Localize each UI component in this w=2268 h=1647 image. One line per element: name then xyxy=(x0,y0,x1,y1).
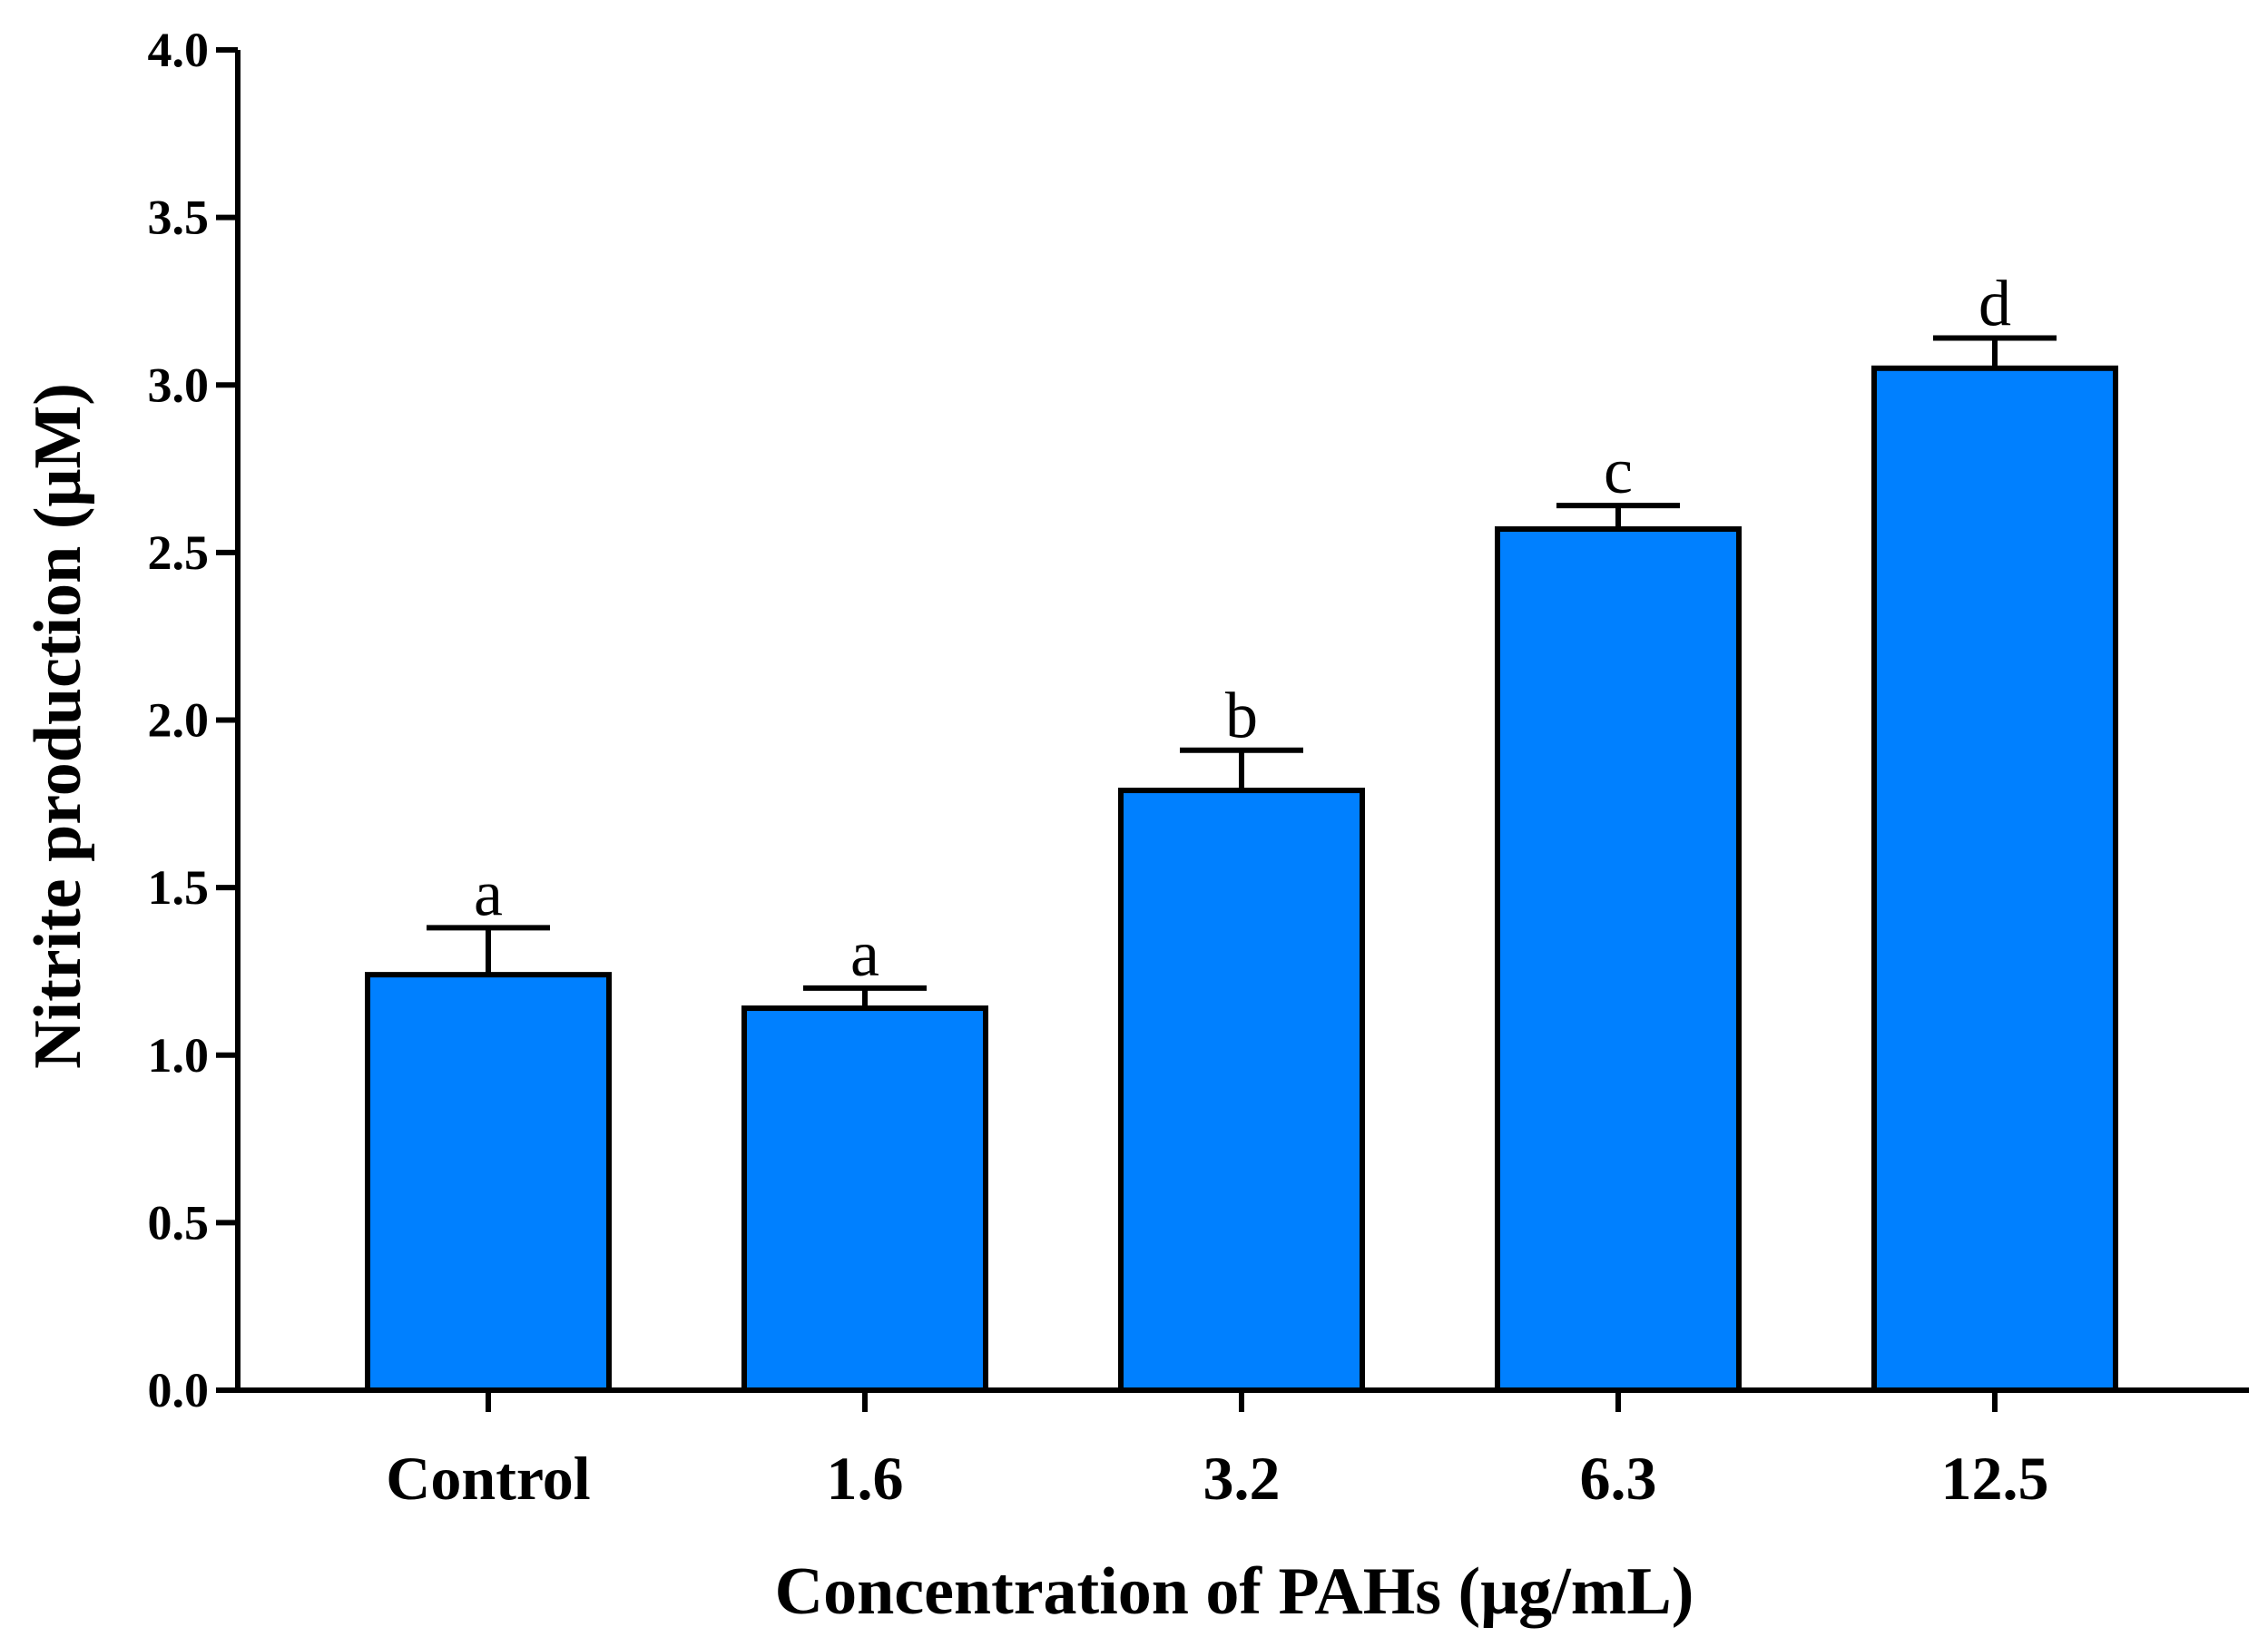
y-tick-label: 2.0 xyxy=(148,693,210,748)
significance-letter: b xyxy=(1225,680,1258,752)
bar xyxy=(1871,365,2118,1394)
significance-letter: a xyxy=(474,857,503,929)
x-axis-title: Concentration of PAHs (μg/mL) xyxy=(775,1554,1694,1629)
y-tick-label: 0.5 xyxy=(148,1195,210,1250)
bar xyxy=(1118,788,1365,1393)
bar xyxy=(1495,526,1742,1393)
bar xyxy=(741,1005,988,1394)
x-tick-label: 6.3 xyxy=(1580,1444,1657,1513)
y-tick-label: 1.0 xyxy=(148,1028,210,1083)
bar xyxy=(365,972,612,1393)
x-tick-label: 1.6 xyxy=(827,1444,904,1513)
significance-letter: d xyxy=(1978,268,2011,340)
y-tick-label: 0.0 xyxy=(148,1363,210,1417)
y-tick-label: 2.5 xyxy=(148,525,210,580)
x-tick-label: 3.2 xyxy=(1203,1444,1281,1513)
y-tick-label: 4.0 xyxy=(148,23,210,77)
y-tick-label: 3.5 xyxy=(148,191,210,245)
x-tick-label: 12.5 xyxy=(1941,1444,2049,1513)
significance-letter: a xyxy=(850,917,879,990)
y-tick-label: 3.0 xyxy=(148,358,210,412)
y-axis-title: Nitrite production (μM) xyxy=(21,383,95,1069)
y-tick-label: 1.5 xyxy=(148,860,210,915)
significance-letter: c xyxy=(1604,435,1633,507)
plot-area: 0.0 0.5 1.0 1.5 2.0 2.5 3.0 3.5 4.0 Control a 1.6 a 3… xyxy=(148,23,2249,1513)
x-tick-label: Control xyxy=(386,1444,590,1513)
